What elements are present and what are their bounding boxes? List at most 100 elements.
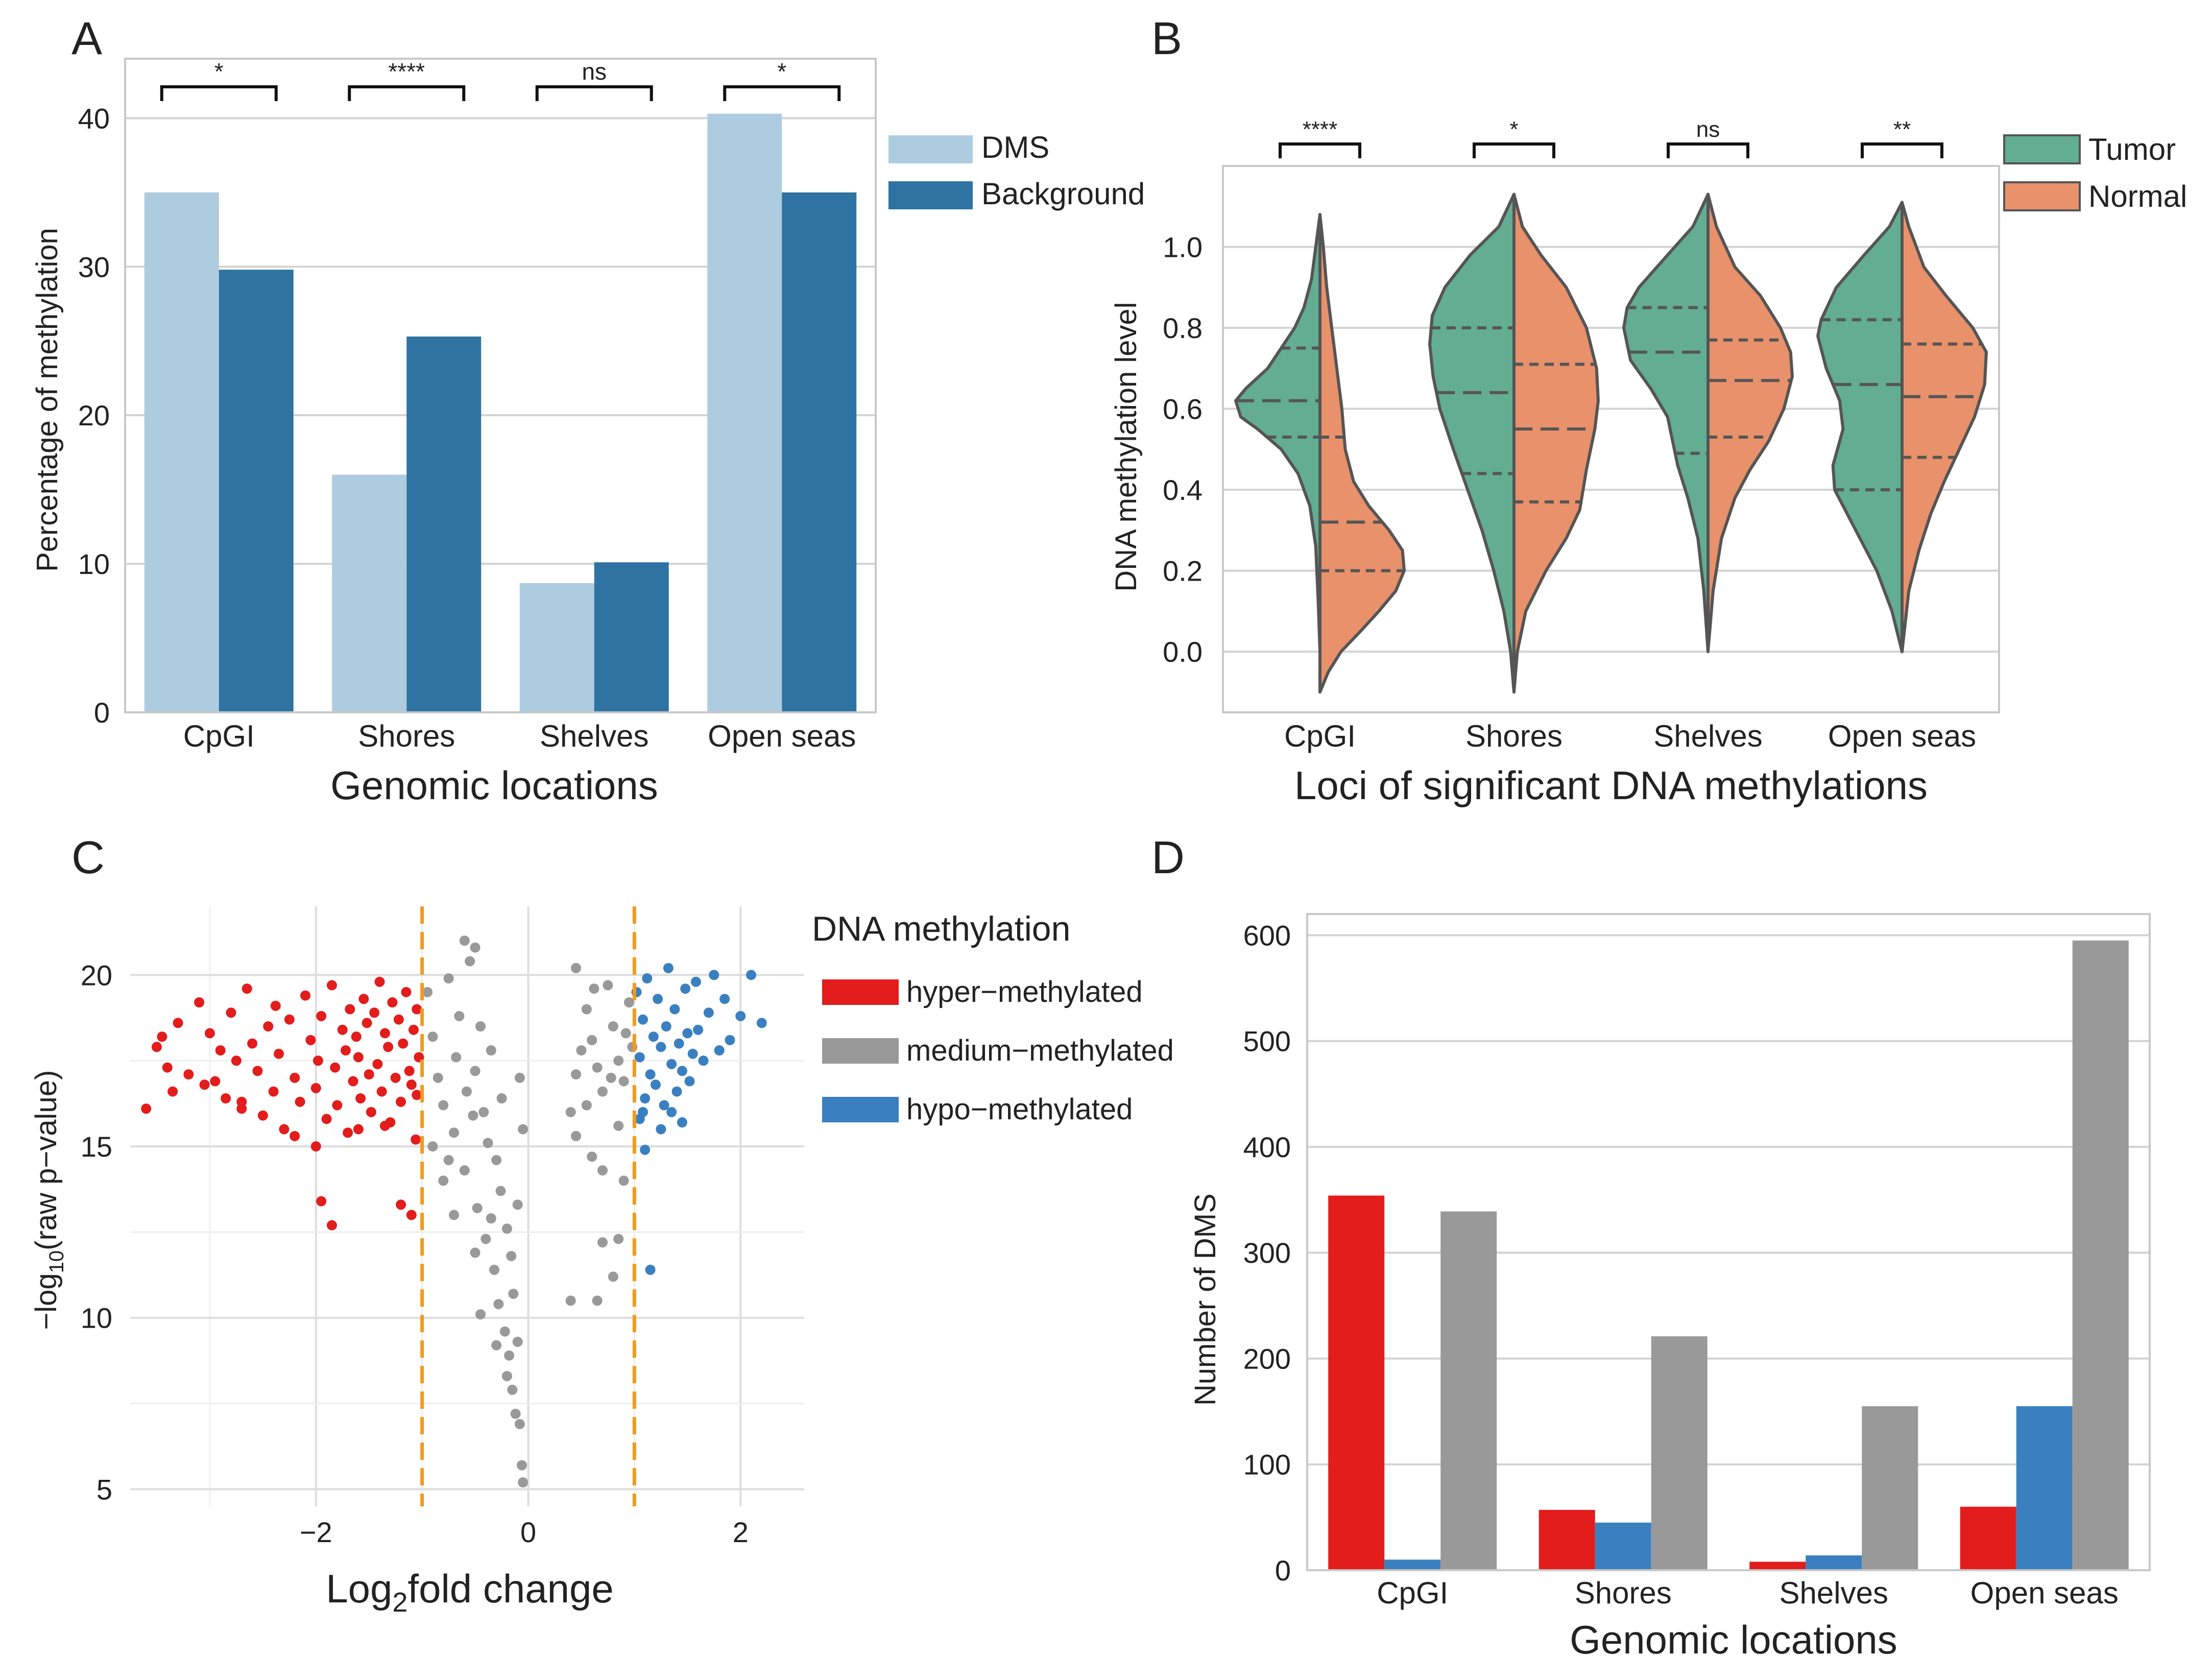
significance-bracket: [535, 85, 653, 101]
panel-label-a: A: [71, 13, 102, 64]
point-hyper-methylated: [351, 1031, 362, 1042]
point-medium-methylated: [496, 1093, 507, 1103]
bar-hyper-methylated-shores: [1538, 1509, 1595, 1570]
x-tick-label: CpGI: [1377, 1576, 1448, 1610]
violin-tumor-shores: [1428, 193, 1516, 694]
legend-swatch-tumor: [2003, 134, 2081, 164]
point-medium-methylated: [518, 1124, 528, 1135]
legend-swatch-hypo: [822, 1097, 899, 1122]
point-hypo-methylated: [666, 1107, 677, 1117]
x-axis-label-rest: fold change: [407, 1566, 613, 1611]
significance-bracket: [1667, 142, 1749, 158]
point-medium-methylated: [472, 1203, 483, 1213]
point-hyper-methylated: [332, 1100, 343, 1111]
fold-change-cutoffs: [420, 906, 636, 1506]
point-hypo-methylated: [666, 1059, 677, 1069]
point-hypo-methylated: [645, 1264, 656, 1275]
legend: DNA methylation hyper−methylated medium−…: [812, 909, 1174, 1126]
point-hyper-methylated: [204, 1028, 215, 1039]
point-medium-methylated: [597, 1086, 608, 1097]
point-hypo-methylated: [680, 983, 691, 994]
legend-label-medium: medium−methylated: [906, 1034, 1174, 1067]
gridlines: [130, 906, 804, 1506]
point-hyper-methylated: [343, 1127, 353, 1138]
point-hypo-methylated: [714, 1045, 725, 1055]
point-hyper-methylated: [358, 994, 369, 1004]
point-hypo-methylated: [703, 1007, 714, 1018]
point-medium-methylated: [608, 1021, 618, 1031]
point-hyper-methylated: [362, 1018, 372, 1028]
significance-bracket: [1473, 142, 1555, 158]
significance-label: *: [1509, 117, 1518, 142]
significance-label: **: [1893, 117, 1911, 142]
legend-swatch-medium: [822, 1038, 899, 1064]
significance-brackets: **** * ns **: [1279, 117, 1943, 158]
point-hyper-methylated: [215, 1045, 226, 1055]
point-hypo-methylated: [677, 1066, 687, 1076]
point-medium-methylated: [449, 1210, 460, 1220]
bars: [144, 113, 857, 713]
point-hypo-methylated: [690, 976, 701, 987]
point-medium-methylated: [443, 973, 454, 983]
point-medium-methylated: [475, 1021, 486, 1031]
point-hyper-methylated: [157, 1031, 167, 1042]
panel-label-b: B: [1151, 13, 1182, 64]
point-hyper-methylated: [183, 1069, 194, 1079]
significance-label: *: [214, 58, 224, 85]
panel-label-d: D: [1151, 832, 1185, 883]
legend-label-normal: Normal: [2088, 179, 2187, 213]
point-hypo-methylated: [650, 1079, 661, 1090]
point-hyper-methylated: [411, 1134, 421, 1145]
point-medium-methylated: [493, 1299, 504, 1309]
plot-frame: [1306, 913, 2151, 1571]
panel-d: 0 100 200 300 400 500 600 CpGI Shores Shelves Ope…: [1189, 913, 2151, 1662]
significance-label: ****: [1303, 117, 1338, 142]
point-hyper-methylated: [372, 1059, 383, 1069]
point-hyper-methylated: [376, 1086, 387, 1097]
point-medium-methylated: [571, 963, 582, 973]
point-medium-methylated: [581, 1004, 592, 1015]
point-medium-methylated: [427, 1031, 438, 1042]
y-tick-label: 600: [1243, 919, 1291, 951]
point-medium-methylated: [495, 1186, 506, 1196]
point-hyper-methylated: [226, 1007, 236, 1018]
point-hyper-methylated: [274, 1048, 284, 1059]
point-medium-methylated: [510, 1408, 521, 1419]
point-medium-methylated: [624, 997, 635, 1007]
x-axis-label-subscript: 2: [392, 1587, 407, 1618]
point-hypo-methylated: [674, 1038, 684, 1049]
point-hyper-methylated: [340, 1045, 351, 1055]
bar-background-open-seas: [782, 192, 857, 712]
point-hyper-methylated: [268, 1086, 279, 1097]
legend-title: DNA methylation: [812, 909, 1070, 948]
point-hypo-methylated: [735, 1011, 746, 1021]
scatter-points: [141, 935, 767, 1487]
point-medium-methylated: [489, 1264, 500, 1275]
point-medium-methylated: [483, 1138, 493, 1148]
y-axis-label: DNA methylation level: [1110, 302, 1143, 591]
point-hyper-methylated: [412, 1090, 422, 1100]
y-tick-label: 30: [78, 251, 110, 283]
point-medium-methylated: [491, 1340, 502, 1351]
point-hyper-methylated: [173, 1018, 183, 1028]
point-medium-methylated: [518, 1477, 528, 1487]
point-medium-methylated: [508, 1288, 519, 1299]
x-tick-labels: CpGI Shores Shelves Open seas: [1284, 719, 1976, 753]
point-hyper-methylated: [404, 1066, 415, 1076]
x-tick-label: Open seas: [1970, 1576, 2119, 1610]
point-hyper-methylated: [290, 1131, 300, 1141]
point-medium-methylated: [501, 1371, 512, 1381]
point-medium-methylated: [475, 1309, 486, 1319]
point-medium-methylated: [504, 1350, 515, 1361]
point-medium-methylated: [620, 1028, 631, 1039]
point-hyper-methylated: [252, 1066, 263, 1076]
y-tick-label: 0.4: [1163, 474, 1203, 506]
point-hyper-methylated: [316, 1011, 327, 1021]
point-hypo-methylated: [682, 1028, 693, 1039]
y-tick-label: 300: [1243, 1237, 1291, 1269]
legend-label-dms: DMS: [981, 130, 1049, 164]
y-tick-label: 20: [81, 959, 112, 991]
point-hypo-methylated: [634, 1052, 645, 1063]
point-hyper-methylated: [310, 1083, 321, 1093]
point-hyper-methylated: [257, 1110, 268, 1121]
